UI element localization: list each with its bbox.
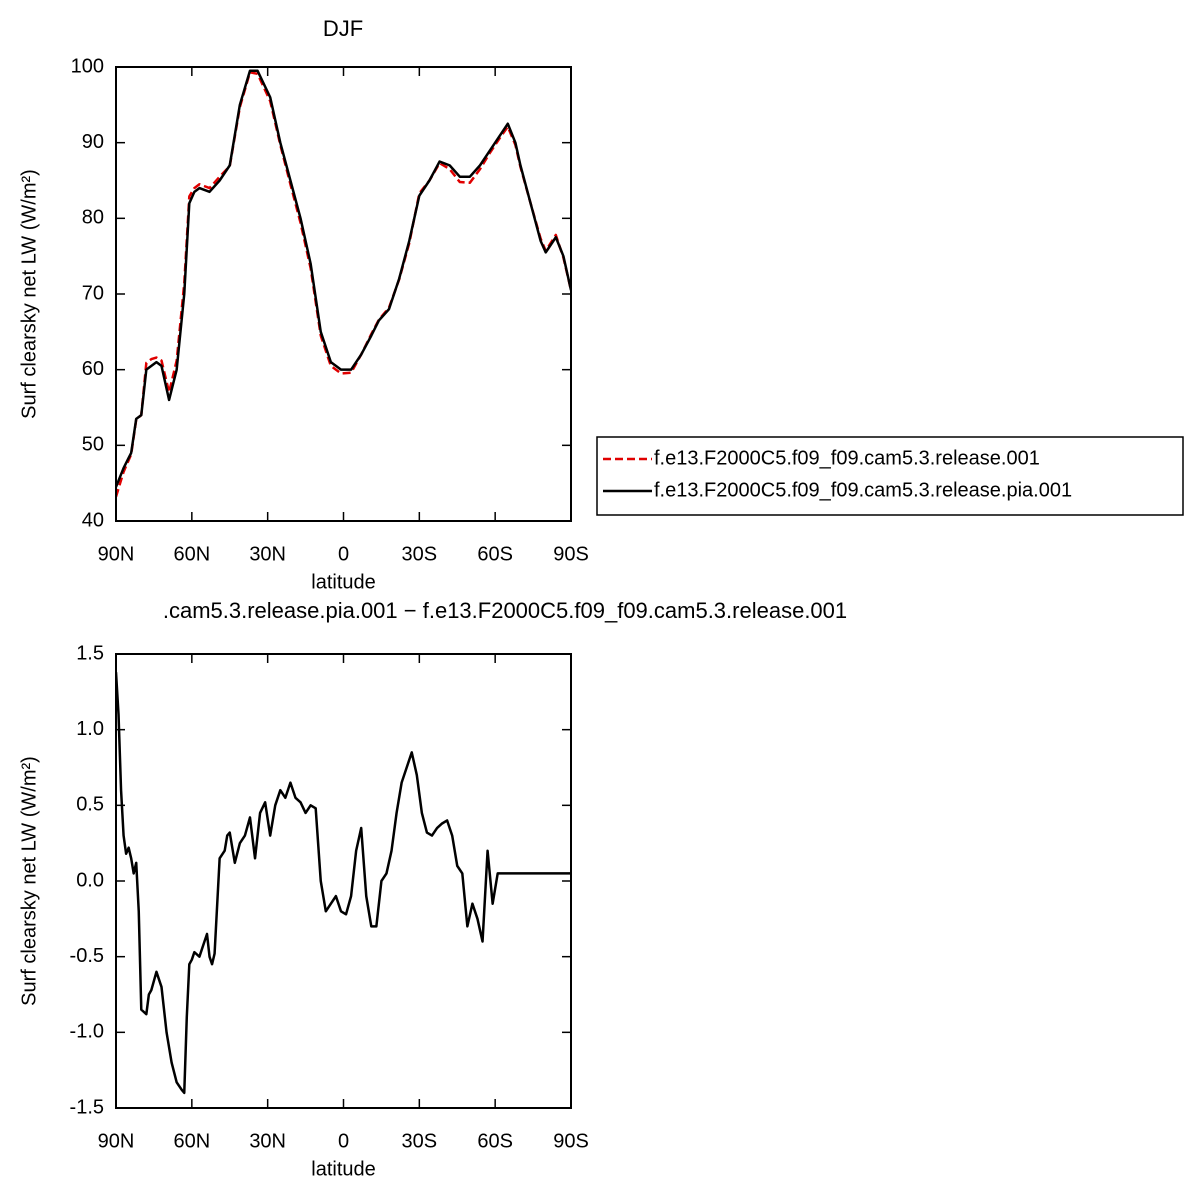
y-tick-label: 0.0 [76, 869, 104, 891]
y-tick-label: -0.5 [70, 945, 104, 967]
chart-title: .cam5.3.release.pia.001 − f.e13.F2000C5.… [163, 598, 847, 623]
x-tick-label: 0 [338, 1130, 349, 1152]
legend-box [596, 436, 1184, 516]
y-tick-label: 50 [82, 434, 104, 456]
y-tick-label: 1.0 [76, 718, 104, 740]
y-tick-label: 40 [82, 509, 104, 531]
chart-title: DJF [323, 16, 363, 41]
x-tick-label: 60N [173, 543, 210, 565]
x-tick-label: 60S [477, 543, 513, 565]
y-tick-label: 0.5 [76, 794, 104, 816]
legend-label: f.e13.F2000C5.f09_f09.cam5.3.release.001 [654, 447, 1040, 469]
x-axis-title: latitude [311, 1158, 376, 1180]
x-tick-label: 30N [249, 1130, 286, 1152]
y-tick-label: -1.5 [70, 1096, 104, 1118]
plot-frame [115, 66, 572, 522]
plot-area [116, 69, 571, 498]
y-tick-label: 1.5 [76, 642, 104, 664]
x-tick-label: 30S [402, 543, 438, 565]
y-axis-title: Surf clearsky net LW (W/m²) [18, 756, 40, 1006]
data-line [116, 672, 571, 1095]
x-tick-label: 90N [98, 543, 135, 565]
x-tick-label: 90N [98, 1130, 135, 1152]
y-tick-label: 60 [82, 358, 104, 380]
y-tick-label: -1.0 [70, 1021, 104, 1043]
y-tick-label: 100 [71, 55, 104, 77]
y-tick-label: 90 [82, 131, 104, 153]
x-tick-label: 60N [173, 1130, 210, 1152]
y-tick-label: 70 [82, 282, 104, 304]
plot-frame [115, 653, 572, 1109]
x-axis-title: latitude [311, 571, 376, 593]
plot-area [116, 672, 571, 1095]
x-tick-label: 30S [402, 1130, 438, 1152]
legend-label: f.e13.F2000C5.f09_f09.cam5.3.release.pia… [654, 479, 1072, 501]
x-tick-label: 30N [249, 543, 286, 565]
data-line [116, 69, 571, 488]
x-tick-label: 0 [338, 543, 349, 565]
x-tick-label: 60S [477, 1130, 513, 1152]
y-tick-label: 80 [82, 207, 104, 229]
x-tick-label: 90S [553, 543, 589, 565]
y-axis-title: Surf clearsky net LW (W/m²) [18, 169, 40, 419]
x-tick-label: 90S [553, 1130, 589, 1152]
